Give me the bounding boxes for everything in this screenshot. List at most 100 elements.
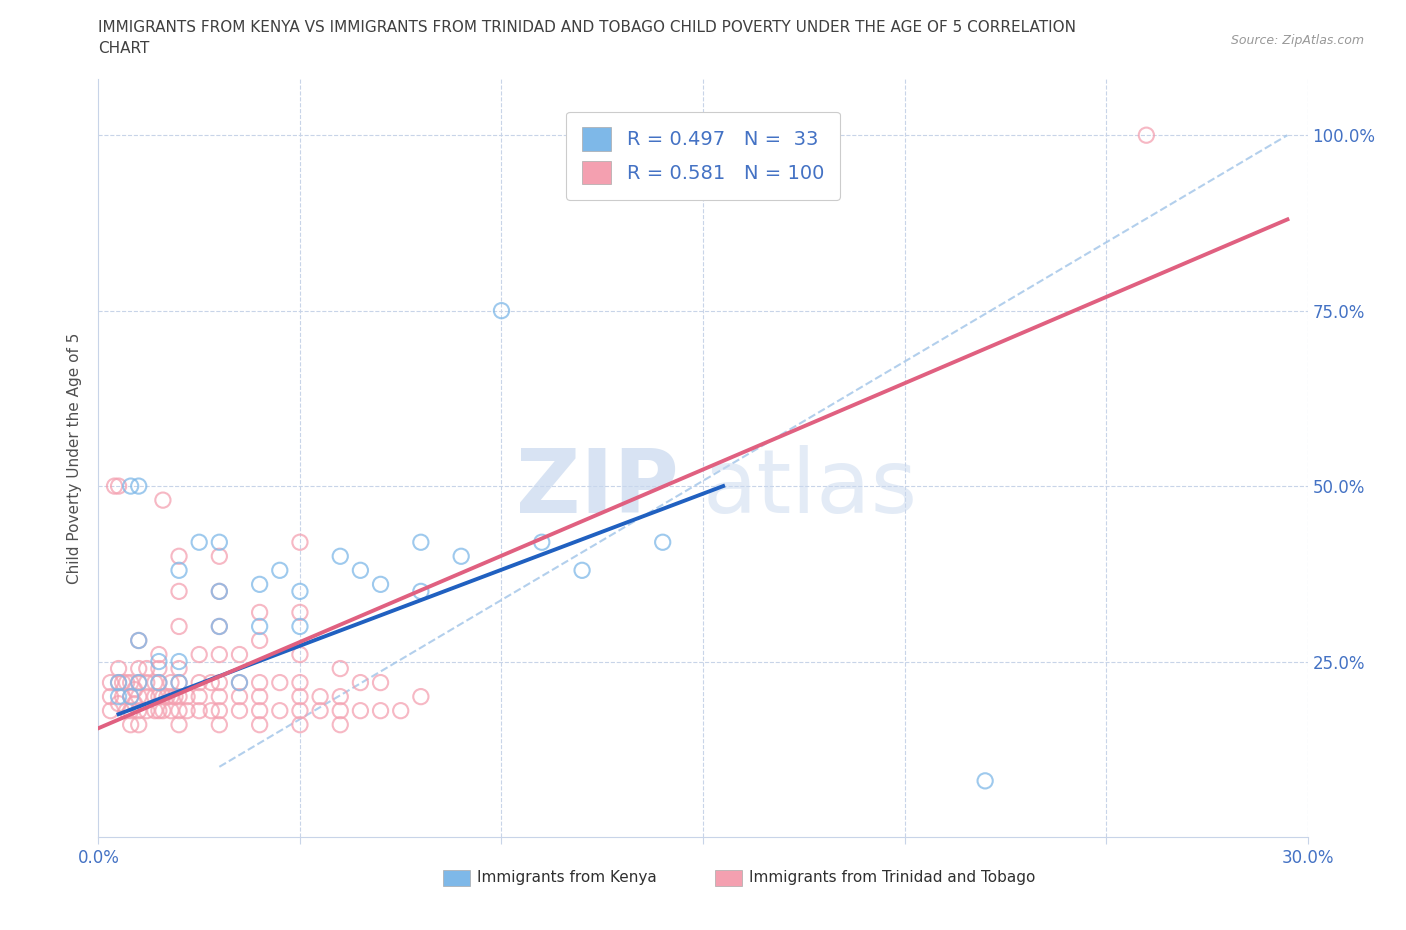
Text: Immigrants from Kenya: Immigrants from Kenya (477, 870, 657, 885)
Point (249, 633, 271, 648)
Text: atlas: atlas (703, 445, 918, 532)
Point (571, 563, 593, 578)
Text: CHART: CHART (98, 41, 150, 56)
Point (163, 689, 186, 704)
Point (200, 703, 222, 718)
Point (249, 675, 271, 690)
Point (115, 675, 138, 690)
Point (115, 703, 138, 718)
Point (208, 689, 231, 704)
Point (329, 661, 352, 676)
Point (120, 703, 142, 718)
Point (309, 703, 332, 718)
Point (450, 549, 472, 564)
Point (160, 689, 183, 704)
Point (269, 563, 291, 578)
Point (329, 717, 352, 732)
Point (128, 675, 150, 690)
Point (188, 675, 211, 690)
Point (128, 633, 150, 648)
Point (249, 717, 271, 732)
Point (974, 774, 997, 789)
Point (208, 549, 231, 564)
Legend: R = 0.497   N =  33, R = 0.581   N = 100: R = 0.497 N = 33, R = 0.581 N = 100 (567, 112, 839, 200)
Point (409, 535, 432, 550)
Point (107, 697, 129, 711)
Point (349, 675, 371, 690)
Point (208, 535, 231, 550)
Point (135, 689, 157, 704)
Point (491, 303, 513, 318)
Point (160, 703, 183, 718)
Point (208, 703, 231, 718)
Point (349, 703, 371, 718)
Point (148, 689, 170, 704)
Point (188, 535, 211, 550)
Point (309, 689, 332, 704)
Point (349, 563, 371, 578)
Point (107, 661, 129, 676)
Point (120, 675, 142, 690)
Point (167, 661, 190, 676)
Point (249, 689, 271, 704)
Point (228, 703, 250, 718)
Point (269, 675, 291, 690)
Point (167, 675, 190, 690)
Point (249, 605, 271, 620)
Point (152, 493, 174, 508)
Point (288, 675, 311, 690)
Point (208, 619, 231, 634)
Point (128, 717, 150, 732)
Point (228, 675, 250, 690)
Text: ZIP: ZIP (516, 445, 679, 532)
Point (128, 661, 150, 676)
Point (370, 577, 392, 591)
Point (200, 675, 222, 690)
Text: Source: ZipAtlas.com: Source: ZipAtlas.com (1230, 34, 1364, 47)
FancyBboxPatch shape (716, 870, 742, 886)
Point (176, 689, 198, 704)
Point (128, 675, 150, 690)
Text: IMMIGRANTS FROM KENYA VS IMMIGRANTS FROM TRINIDAD AND TOBAGO CHILD POVERTY UNDER: IMMIGRANTS FROM KENYA VS IMMIGRANTS FROM… (98, 20, 1077, 35)
Point (167, 654, 190, 669)
Point (120, 479, 142, 494)
Point (208, 717, 231, 732)
Point (152, 689, 174, 704)
Point (167, 549, 190, 564)
Point (389, 703, 412, 718)
Point (148, 661, 170, 676)
Point (249, 577, 271, 591)
Point (120, 689, 142, 704)
Point (167, 675, 190, 690)
Point (208, 675, 231, 690)
Point (120, 717, 142, 732)
Point (107, 675, 129, 690)
Point (107, 675, 129, 690)
Point (128, 703, 150, 718)
Point (124, 697, 146, 711)
Point (148, 703, 170, 718)
Point (128, 479, 150, 494)
Point (128, 633, 150, 648)
Point (128, 689, 150, 704)
Point (208, 619, 231, 634)
Point (120, 689, 142, 704)
Point (409, 689, 432, 704)
Point (167, 703, 190, 718)
Point (124, 683, 146, 698)
Point (288, 605, 311, 620)
Text: Immigrants from Trinidad and Tobago: Immigrants from Trinidad and Tobago (749, 870, 1035, 885)
Point (188, 647, 211, 662)
Point (329, 703, 352, 718)
Point (111, 675, 134, 690)
Point (288, 619, 311, 634)
Point (148, 654, 170, 669)
Y-axis label: Child Poverty Under the Age of 5: Child Poverty Under the Age of 5 (67, 332, 83, 584)
Point (249, 703, 271, 718)
Point (651, 535, 673, 550)
Point (156, 689, 179, 704)
Point (143, 675, 166, 690)
Point (135, 675, 157, 690)
Point (188, 703, 211, 718)
Point (208, 584, 231, 599)
